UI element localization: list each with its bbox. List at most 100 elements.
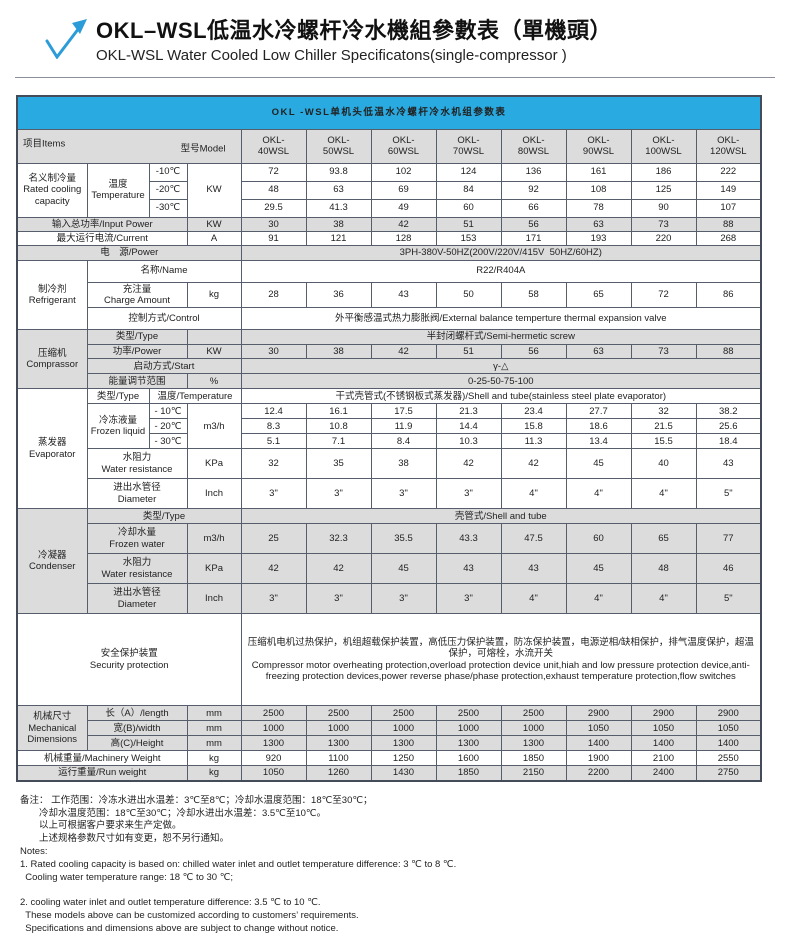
table-cell: 45 xyxy=(565,553,632,585)
table-cell: 42 xyxy=(370,216,437,232)
table-cell: 2900 xyxy=(630,705,697,722)
table-cell: 2500 xyxy=(370,705,437,722)
table-cell: 1260 xyxy=(305,765,372,782)
table-cell: 1400 xyxy=(695,735,762,752)
table-cell: 10.3 xyxy=(435,433,502,450)
table-cell: 1300 xyxy=(240,735,307,752)
section-label: 冷凝器 Condenser xyxy=(16,508,88,615)
table-cell: 77 xyxy=(695,523,762,555)
table-cell: 进出水管径 Diameter xyxy=(86,583,188,615)
table-cell: mm xyxy=(186,720,242,737)
table-cell: 161 xyxy=(565,162,632,182)
table-cell: 1850 xyxy=(500,750,567,767)
table-cell: 1000 xyxy=(370,720,437,737)
table-cell: 14.4 xyxy=(435,418,502,435)
table-cell: 温度/Temperature xyxy=(148,388,242,405)
table-cell: 91 xyxy=(240,230,307,247)
table-cell: 25 xyxy=(240,523,307,555)
table-row: 控制方式/Control 外平衡感温式热力膨胀阀/External balance… xyxy=(17,307,762,331)
table-cell: 58 xyxy=(500,281,567,309)
table-cell: 92 xyxy=(500,180,567,200)
table-cell: 2500 xyxy=(305,705,372,722)
table-cell: 84 xyxy=(435,180,502,200)
table-cell: 安全保护装置 Security protection xyxy=(16,613,242,707)
table-cell: 38 xyxy=(370,448,437,480)
table-cell: 1000 xyxy=(500,720,567,737)
table-cell: 63 xyxy=(565,216,632,232)
table-cell: kg xyxy=(186,281,242,309)
table-cell: 2750 xyxy=(695,765,762,782)
table-cell: 11.3 xyxy=(500,433,567,450)
table-row: 水阻力 Water resistance KPa 42 42 45 43 43 45 48 46 xyxy=(17,553,762,585)
table-cell: 半封闭螺杆式/Semi-hermetic screw xyxy=(240,329,762,345)
table-cell: 32.3 xyxy=(305,523,372,555)
table-cell: 30 xyxy=(240,216,307,232)
table-row: OKL -WSL单机头低温水冷螺杆冷水机组参数表 xyxy=(16,95,762,130)
table-cell: 193 xyxy=(565,230,632,247)
table-cell: 11.9 xyxy=(370,418,437,435)
table-cell: 88 xyxy=(695,216,762,232)
table-cell: 3" xyxy=(240,583,307,615)
table-row: 进出水管径 Diameter Inch 3" 3" 3" 3" 4" 4" 4" 5" xyxy=(17,583,762,615)
table-cell: 32 xyxy=(240,448,307,480)
table-cell: 3" xyxy=(305,583,372,615)
table-cell: 45 xyxy=(370,553,437,585)
table-cell: 38 xyxy=(305,343,372,360)
table-cell: 43 xyxy=(695,448,762,480)
table-cell: 63 xyxy=(305,180,372,200)
table-cell: A xyxy=(186,230,242,247)
table-cell: 类型/Type xyxy=(86,508,242,525)
table-cell: 机械重量/Machinery Weight xyxy=(16,750,188,767)
table-cell: 42 xyxy=(370,343,437,360)
table-row: 宽(B)/width mm 1000 1000 1000 1000 1000 1050 1050… xyxy=(17,720,762,737)
table-cell: 5" xyxy=(695,478,762,510)
table-cell: 18.6 xyxy=(565,418,632,435)
table-row: 电 源/Power 3PH-380V-50HZ(200V/220V/415V 50… xyxy=(16,245,762,261)
table-cell: 1250 xyxy=(370,750,437,767)
table-cell: 3" xyxy=(435,478,502,510)
table-cell: 7.1 xyxy=(305,433,372,450)
table-cell: 充注量 Charge Amount xyxy=(86,281,188,309)
table-cell: 35.5 xyxy=(370,523,437,555)
table-row: 名义制冷量 Rated cooling capacity 温度 Temperatu… xyxy=(16,162,762,218)
table-cell: 1300 xyxy=(370,735,437,752)
table-cell: 2200 xyxy=(565,765,632,782)
model-header: OKL- 80WSL xyxy=(500,128,567,164)
table-cell: 13.4 xyxy=(565,433,632,450)
corner-cell: 项目Items 型号Model xyxy=(16,128,242,164)
corner-items-label: 项目Items xyxy=(23,138,66,150)
table-cell: 最大运行电流/Current xyxy=(16,230,188,247)
table-row: 机械尺寸 Mechanical Dimensions 长（A）/length mm 2… xyxy=(16,705,762,752)
table-cell: 4" xyxy=(565,583,632,615)
table-cell: 1300 xyxy=(435,735,502,752)
table-cell: 171 xyxy=(500,230,567,247)
table-cell: 35 xyxy=(305,448,372,480)
table-cell: 268 xyxy=(695,230,762,247)
table-cell: 3" xyxy=(240,478,307,510)
table-cell: 8.3 xyxy=(240,418,307,435)
table-cell: 45 xyxy=(565,448,632,480)
table-cell: 102 xyxy=(370,162,437,182)
page-subtitle: OKL-WSL Water Cooled Low Chiller Specifi… xyxy=(96,47,567,64)
table-cell: 3" xyxy=(370,583,437,615)
table-cell: 2550 xyxy=(695,750,762,767)
model-header: OKL- 90WSL xyxy=(565,128,632,164)
table-row: 进出水管径 Diameter Inch 3" 3" 3" 3" 4" 4" 4" 5" xyxy=(17,478,762,510)
table-cell: 冷冻液量 Frozen liquid xyxy=(86,403,150,450)
table-cell: 4" xyxy=(565,478,632,510)
table-row: 安全保护装置 Security protection 压缩机电机过热保护，机组超载… xyxy=(16,613,762,707)
table-cell: 108 xyxy=(565,180,632,200)
table-cell: 1300 xyxy=(305,735,372,752)
table-cell: 1050 xyxy=(565,720,632,737)
table-cell: 90 xyxy=(630,198,697,218)
table-cell: 15.5 xyxy=(630,433,697,450)
table-cell: 72 xyxy=(630,281,697,309)
table-cell: 宽(B)/width xyxy=(86,720,188,737)
table-cell: 1430 xyxy=(370,765,437,782)
table-row: 最大运行电流/Current A 91 121 128 153 171 193 220 268 xyxy=(16,230,762,247)
table-row: 冷却水量 Frozen water m3/h 25 32.3 35.5 43.3 47.5 6… xyxy=(17,523,762,555)
table-cell: 48 xyxy=(240,180,307,200)
table-cell: 启动方式/Start xyxy=(86,358,242,375)
table-cell: 2150 xyxy=(500,765,567,782)
table-cell: 温度 Temperature xyxy=(86,162,150,218)
